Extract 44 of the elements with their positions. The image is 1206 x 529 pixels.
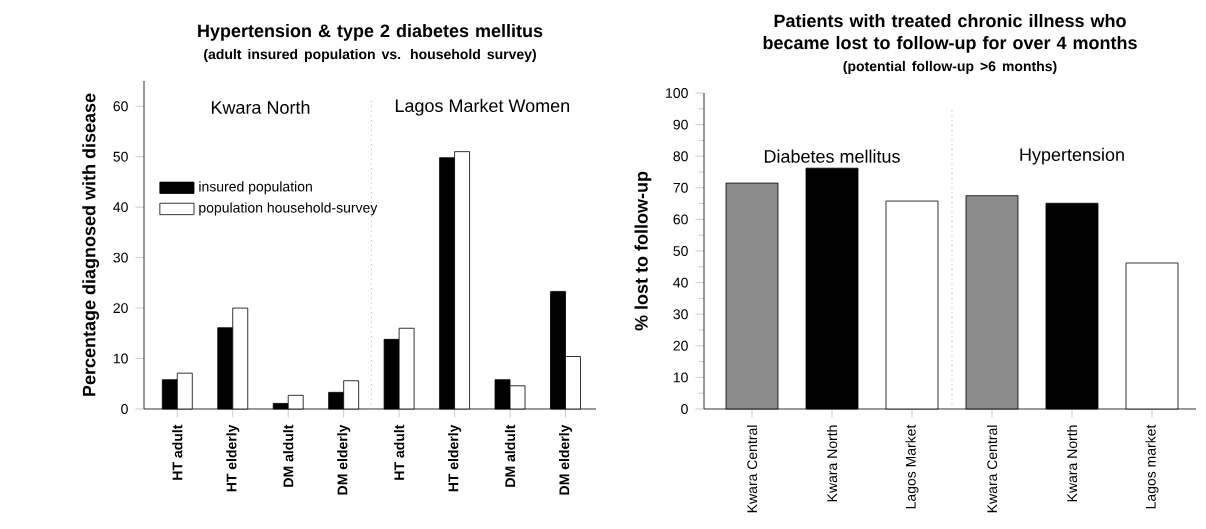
x-tick-label: Kwara Central [986,425,998,513]
annotation: Hypertension [1020,147,1124,165]
y-tick-label: 50 [673,246,688,256]
y-tick-label: 20 [673,340,688,351]
x-tick-label: Kwara Central [746,425,758,513]
chart-subtitle: (potential follow-up >6 months) [843,60,1057,74]
x-tick-label: DM aldult [504,424,516,487]
x-tick-label: HT elderly [226,424,240,492]
x-tick-label: HT adult [393,424,405,480]
y-tick-label: 10 [113,353,128,364]
x-tick-label: DM elderly [558,424,573,495]
y-tick-label: 30 [113,252,128,263]
y-axis-title: % lost to follow-up [634,171,652,331]
y-tick-label: 90 [673,119,688,130]
annotation: Diabetes mellitus [764,149,900,163]
chart-title: Hypertension & type 2 diabetes mellitus [198,23,543,41]
y-tick-label: 40 [673,277,688,288]
x-tick-label: DM elderly [337,424,351,495]
annotation: Kwara North [211,100,310,114]
x-tick-label: Kwara North [1066,425,1078,502]
y-tick-label: 0 [121,404,128,414]
x-tick-label: HT adult [172,424,183,480]
annotation: Lagos Market Women [395,98,570,116]
chart-subtitle: (adult insured population vs. household survey) [204,48,536,62]
x-tick-label: Lagos market [1145,424,1159,509]
y-tick-label: 60 [113,101,128,112]
y-tick-label: 10 [673,372,688,383]
x-tick-label: DM aldult [283,424,294,487]
y-tick-label: 0 [681,404,688,414]
y-tick-label: 40 [113,202,128,213]
y-tick-label: 70 [673,182,688,193]
y-tick-label: 60 [673,214,688,225]
y-tick-label: 80 [673,151,688,162]
x-tick-label: HT elderly [448,424,462,492]
x-tick-label: Kwara North [826,425,838,502]
legend-label: population household-survey [199,202,378,216]
y-tick-label: 50 [113,151,128,162]
y-tick-label: 30 [673,309,688,320]
chart-title: Patients with treated chronic illness who became lost to follow-up for over 4 months [763,13,1137,53]
x-tick-label: Lagos Market [905,424,919,509]
y-axis-title: Percentage diagnosed with disease [82,93,100,396]
y-tick-label: 100 [666,88,688,98]
legend-label: insured population [199,181,312,195]
y-tick-label: 20 [113,303,128,314]
